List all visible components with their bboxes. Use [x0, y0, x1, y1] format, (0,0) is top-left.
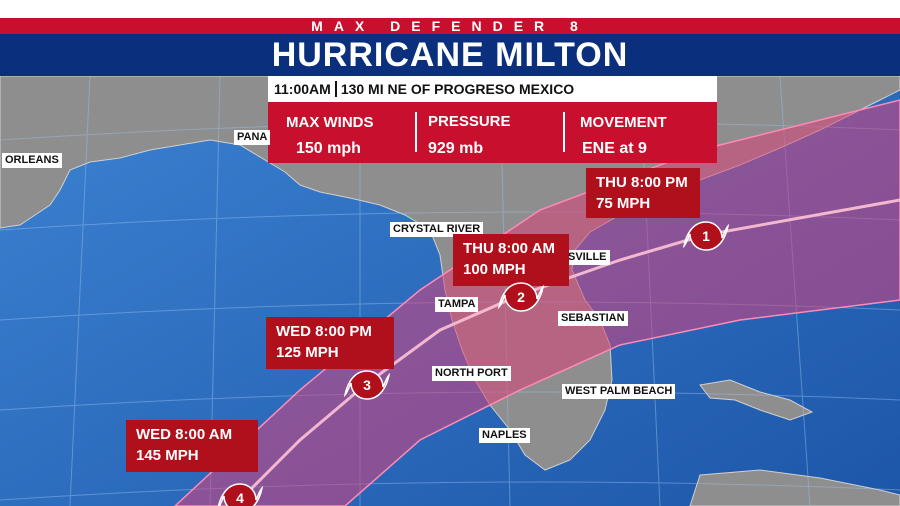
pressure-value: 929 mb: [428, 140, 484, 157]
max-winds-label: MAX WINDS: [286, 114, 374, 131]
brand-text: MAX DEFENDER 8: [311, 18, 589, 34]
pressure-label: PRESSURE: [428, 113, 511, 130]
city-label-tampa: TAMPA: [435, 297, 479, 312]
forecast-label-wed-am: WED 8:00 AM 145 MPH: [126, 420, 258, 472]
forecast-label-wed-pm: WED 8:00 PM 125 MPH: [266, 317, 394, 369]
max-winds-value: 150 mph: [296, 140, 361, 157]
stats-divider: [415, 112, 417, 152]
forecast-label-thu-am: THU 8:00 AM 100 MPH: [453, 234, 569, 286]
city-label-jacksonville: SVILLE: [565, 250, 610, 265]
advisory-stats: MAX WINDS 150 mph PRESSURE 929 mb MOVEME…: [268, 102, 717, 163]
city-label-north-port: NORTH PORT: [432, 366, 511, 381]
forecast-wind: 75 MPH: [596, 195, 651, 212]
forecast-label-thu-pm: THU 8:00 PM 75 MPH: [586, 168, 700, 218]
bahamas-land: [699, 379, 814, 421]
city-label-sebastian: SEBASTIAN: [558, 311, 628, 326]
forecast-wind: 125 MPH: [276, 344, 339, 361]
forecast-time: THU 8:00 PM: [596, 174, 688, 191]
forecast-wind: 100 MPH: [463, 261, 526, 278]
forecast-time: WED 8:00 AM: [136, 426, 233, 443]
city-label-orleans: ORLEANS: [2, 153, 62, 168]
storm-title: HURRICANE MILTON: [271, 35, 629, 74]
forecast-wind: 145 MPH: [136, 447, 199, 464]
cuba-land: [689, 469, 900, 506]
advisory-header: 11:00AM 130 MI NE OF PROGRESO MEXICO: [268, 76, 717, 102]
advisory-time: 11:00AM: [268, 81, 337, 97]
movement-label: MOVEMENT: [580, 114, 667, 131]
title-bar: HURRICANE MILTON: [0, 34, 900, 76]
forecast-time: THU 8:00 AM: [463, 240, 555, 257]
city-label-crystal-river: CRYSTAL RIVER: [390, 222, 484, 237]
advisory-location: 130 MI NE OF PROGRESO MEXICO: [340, 81, 575, 97]
movement-value: ENE at 9: [582, 140, 647, 157]
city-label-west-palm-beach: WEST PALM BEACH: [562, 384, 676, 399]
brand-bar: MAX DEFENDER 8: [0, 0, 900, 40]
stats-divider: [563, 112, 565, 152]
forecast-time: WED 8:00 PM: [276, 323, 372, 340]
city-label-panama: PANA: [234, 130, 271, 145]
city-label-naples: NAPLES: [479, 428, 530, 443]
